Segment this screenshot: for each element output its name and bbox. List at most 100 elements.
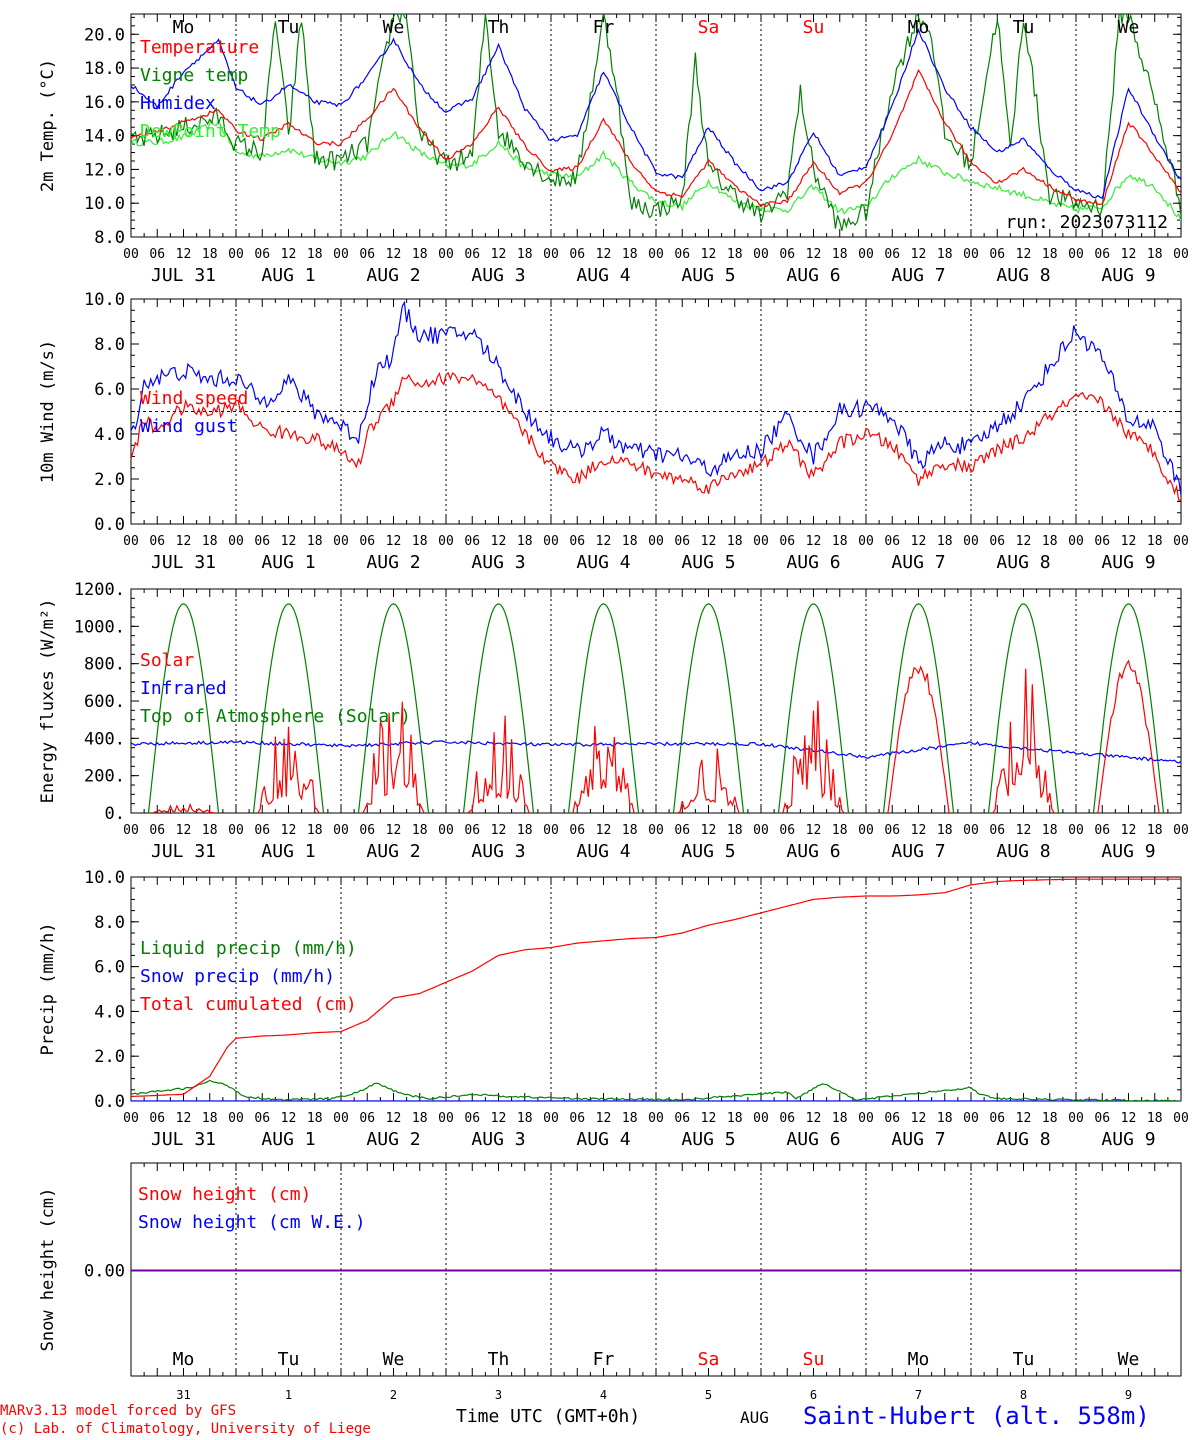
- hour-tick-label: 06: [464, 1111, 480, 1126]
- weekday-label: Fr: [593, 17, 615, 38]
- legend-label: Wind gust: [140, 416, 238, 437]
- date-label: AUG 8: [996, 1129, 1050, 1150]
- panel-1: 10m Wind (m/s) 0.0 2.0 4.0 6.0 8.0 10.0 00 06 12 1…: [38, 290, 1189, 573]
- hour-tick-label: 18: [622, 534, 638, 549]
- panel-0: 2m Temp. (°C) 8.0 10.0 12.0 14.0 16.0 18.0 20.0…: [38, 13, 1189, 286]
- series-dewpoint-line: [131, 119, 1181, 222]
- hour-tick-label: 12: [1121, 823, 1137, 838]
- weekday-label: We: [383, 17, 405, 38]
- day-number-label: 9: [1125, 1388, 1132, 1402]
- hour-tick-label: 06: [674, 823, 690, 838]
- date-label: AUG 2: [366, 552, 420, 573]
- legend-label: Infrared: [140, 678, 227, 699]
- y-tick-label: 8.0: [94, 913, 125, 933]
- weekday-label: Th: [488, 17, 510, 38]
- run-label: run: 2023073112: [1005, 212, 1168, 233]
- hour-tick-label: 18: [622, 1111, 638, 1126]
- hour-tick-label: 00: [858, 534, 874, 549]
- date-label: AUG 2: [366, 1129, 420, 1150]
- date-label: AUG 8: [996, 552, 1050, 573]
- hour-tick-label: 12: [1121, 1111, 1137, 1126]
- hour-tick-label: 18: [517, 247, 533, 262]
- date-label: AUG 5: [681, 265, 735, 286]
- hour-tick-label: 18: [1042, 823, 1058, 838]
- hour-tick-label: 12: [1016, 1111, 1032, 1126]
- day-number-label: 8: [1020, 1388, 1027, 1402]
- hour-tick-label: 00: [1068, 247, 1084, 262]
- hour-tick-label: 00: [333, 534, 349, 549]
- hour-tick-label: 12: [176, 1111, 192, 1126]
- hour-tick-label: 00: [228, 823, 244, 838]
- hour-tick-label: 06: [464, 534, 480, 549]
- date-label: AUG 1: [261, 1129, 315, 1150]
- hour-tick-label: 00: [963, 534, 979, 549]
- hour-tick-label: 06: [359, 1111, 375, 1126]
- date-label: JUL 31: [151, 1129, 216, 1150]
- y-tick-label: 4.0: [94, 425, 125, 445]
- y-tick-label: 1200.: [74, 580, 125, 600]
- hour-tick-label: 00: [228, 247, 244, 262]
- hour-tick-label: 06: [989, 1111, 1005, 1126]
- station-label: Saint-Hubert (alt. 558m): [803, 1402, 1150, 1430]
- hour-tick-label: 12: [386, 1111, 402, 1126]
- hour-tick-label: 12: [911, 823, 927, 838]
- hour-tick-label: 18: [517, 534, 533, 549]
- weekday-label: Mo: [908, 1349, 930, 1370]
- hour-tick-label: 06: [779, 247, 795, 262]
- hour-tick-label: 06: [1094, 534, 1110, 549]
- date-label: AUG 4: [576, 841, 630, 862]
- panel-3: Precip (mm/h) 0.0 2.0 4.0 6.0 8.0 10.0 00 06 12 18…: [38, 868, 1189, 1150]
- date-label: AUG 2: [366, 265, 420, 286]
- hour-tick-label: 12: [911, 1111, 927, 1126]
- hour-tick-label: 00: [438, 1111, 454, 1126]
- hour-tick-label: 12: [281, 823, 297, 838]
- hour-tick-label: 12: [386, 247, 402, 262]
- hour-tick-label: 12: [281, 247, 297, 262]
- series-liquid-precip-line: [131, 1079, 1181, 1101]
- day-number-label: 4: [600, 1388, 607, 1402]
- hour-tick-label: 00: [333, 823, 349, 838]
- weekday-label: Mo: [173, 17, 195, 38]
- hour-tick-label: 00: [333, 1111, 349, 1126]
- hour-tick-label: 12: [806, 534, 822, 549]
- hour-tick-label: 12: [596, 247, 612, 262]
- y-tick-label: 0.00: [84, 1262, 125, 1282]
- hour-tick-label: 00: [123, 534, 139, 549]
- date-label: AUG 1: [261, 265, 315, 286]
- legend-label: DewPoint Temp: [140, 121, 281, 142]
- y-tick-label: 1000.: [74, 617, 125, 637]
- hour-tick-label: 00: [123, 823, 139, 838]
- hour-tick-label: 18: [1147, 1111, 1163, 1126]
- y-tick-label: 8.0: [94, 228, 125, 248]
- date-label: AUG 1: [261, 841, 315, 862]
- date-label: AUG 8: [996, 265, 1050, 286]
- hour-tick-label: 12: [701, 247, 717, 262]
- y-tick-label: 0.0: [94, 515, 125, 535]
- hour-tick-label: 06: [149, 823, 165, 838]
- hour-tick-label: 00: [963, 1111, 979, 1126]
- hour-tick-label: 06: [779, 1111, 795, 1126]
- hour-tick-label: 18: [412, 823, 428, 838]
- hour-tick-label: 00: [648, 247, 664, 262]
- date-label: AUG 7: [891, 552, 945, 573]
- hour-tick-label: 12: [491, 823, 507, 838]
- hour-tick-label: 18: [1147, 534, 1163, 549]
- weekday-label: Su: [803, 1349, 825, 1370]
- hour-tick-label: 18: [727, 247, 743, 262]
- weekday-label: Su: [803, 17, 825, 38]
- y-tick-label: 600.: [84, 692, 125, 712]
- hour-tick-label: 06: [884, 1111, 900, 1126]
- hour-tick-label: 12: [1016, 247, 1032, 262]
- hour-tick-label: 18: [307, 823, 323, 838]
- hour-tick-label: 00: [1173, 534, 1189, 549]
- hour-tick-label: 18: [307, 247, 323, 262]
- hour-tick-label: 12: [176, 247, 192, 262]
- y-tick-label: 400.: [84, 729, 125, 749]
- weekday-label: Mo: [173, 1349, 195, 1370]
- plot-area: [131, 14, 1181, 231]
- hour-tick-label: 00: [858, 1111, 874, 1126]
- weekday-label: We: [383, 1349, 405, 1370]
- hour-tick-label: 06: [254, 247, 270, 262]
- hour-tick-label: 00: [543, 1111, 559, 1126]
- weekday-label: Tu: [278, 1349, 300, 1370]
